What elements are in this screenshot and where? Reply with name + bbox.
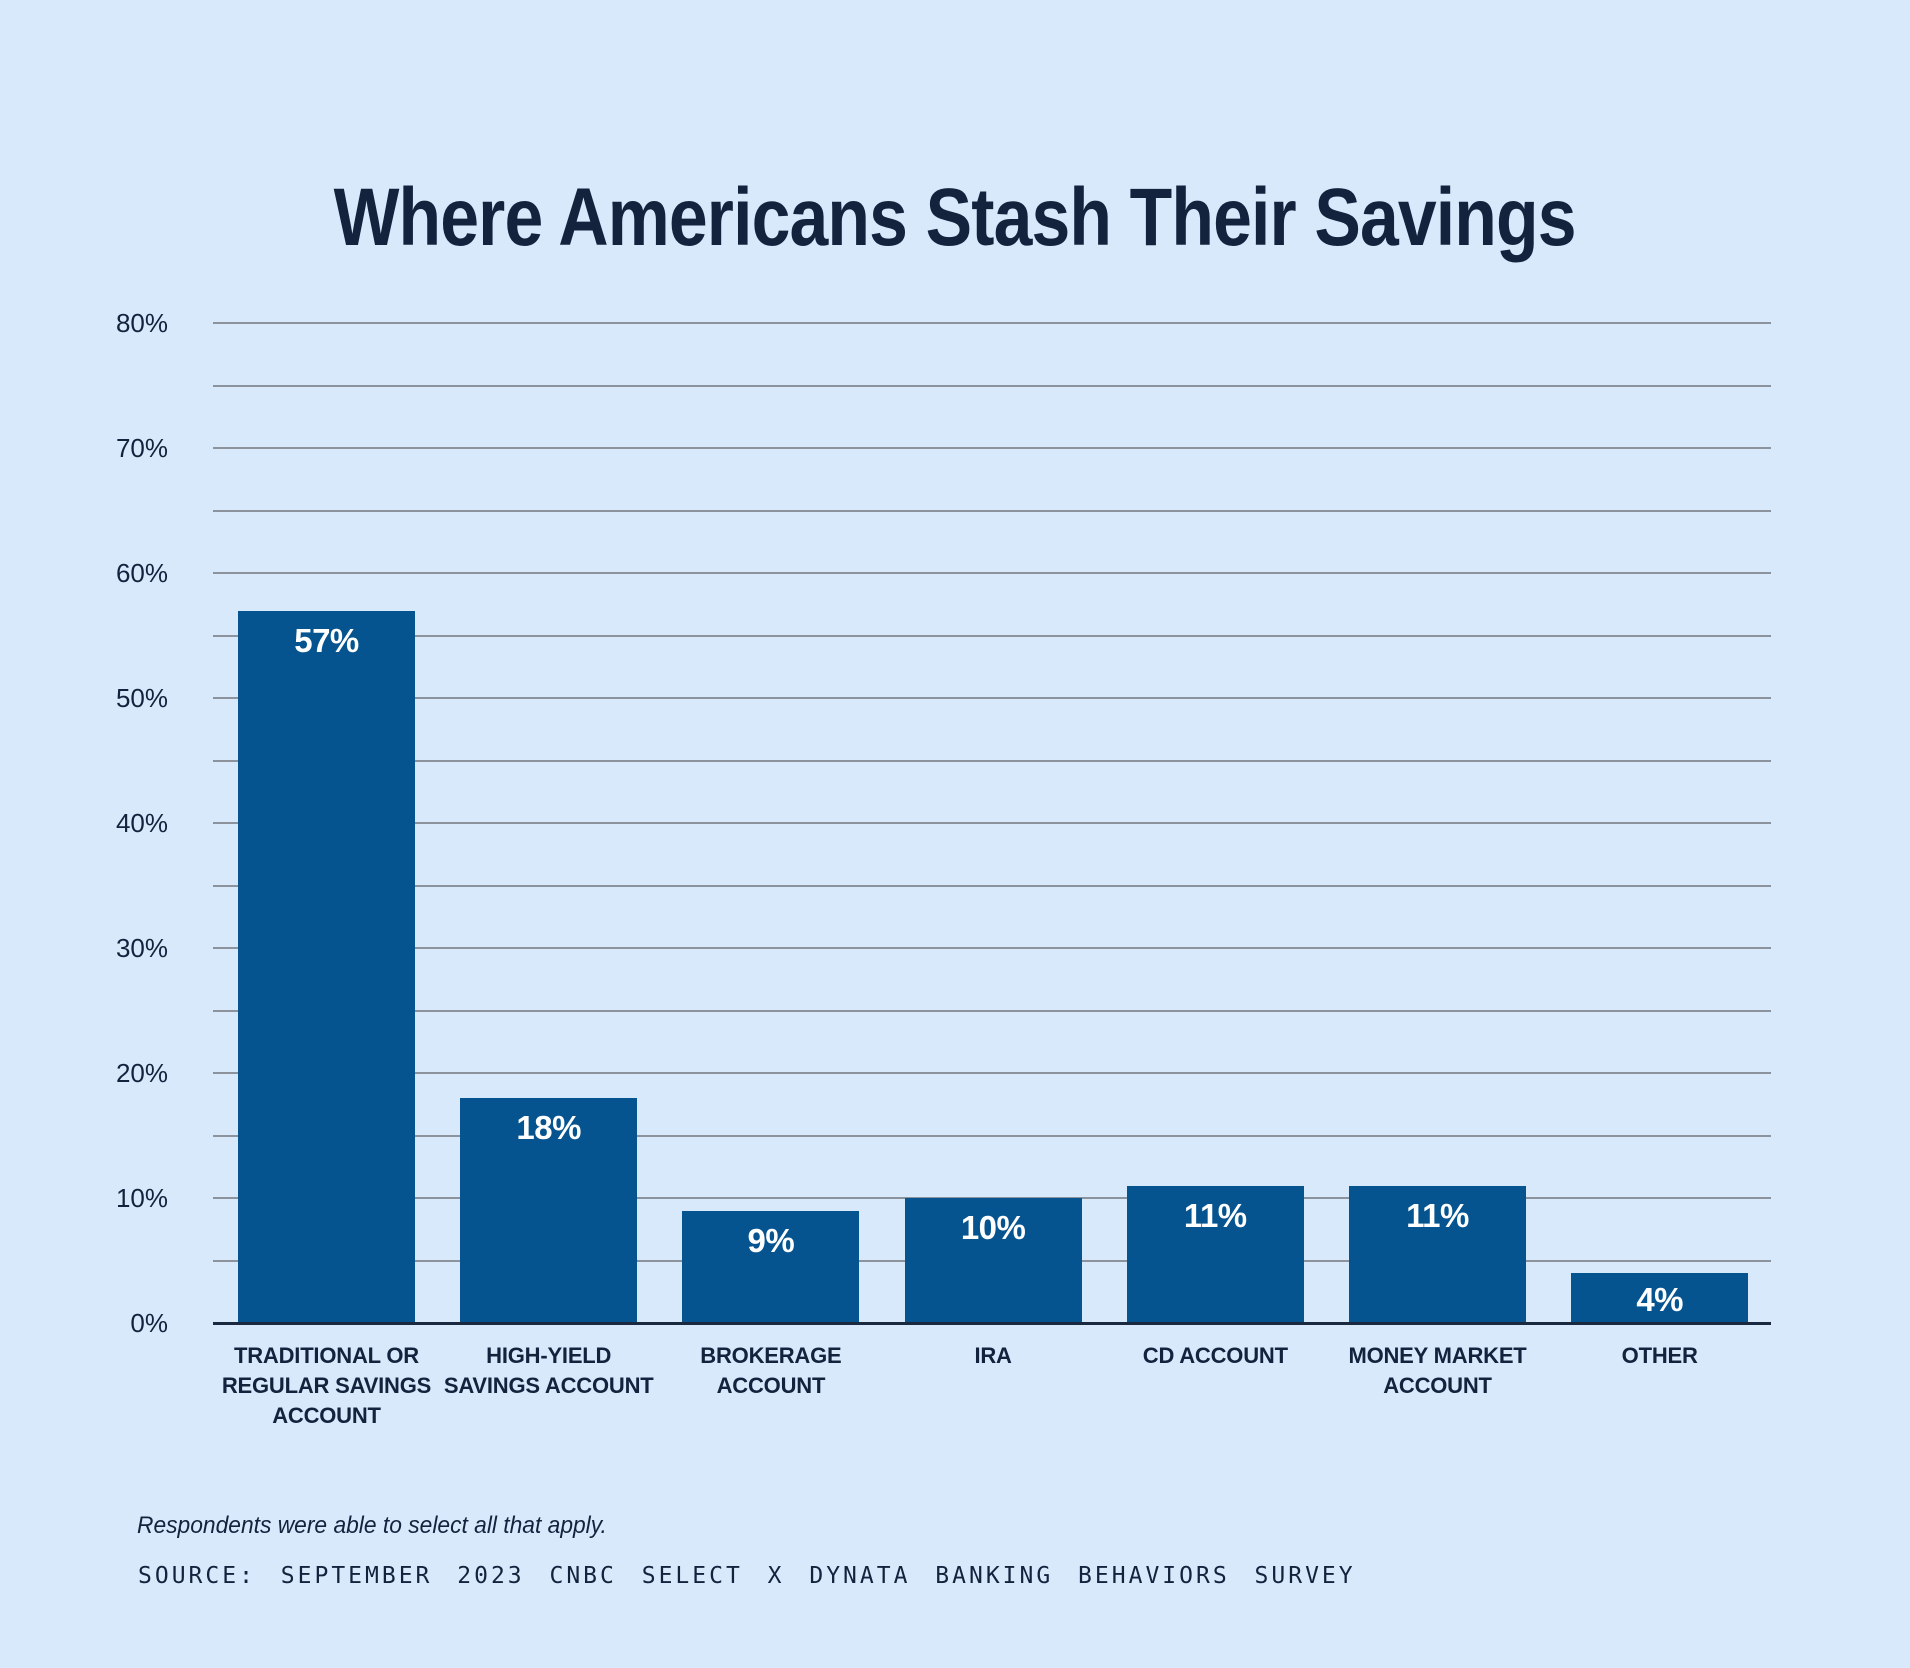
gridline-40pct xyxy=(213,822,1771,824)
y-tick-label-40pct: 40% xyxy=(115,808,168,838)
bar-value-label-7: 4% xyxy=(1636,1281,1684,1318)
category-label-2: HIGH-YIELD SAVINGS ACCOUNT xyxy=(443,1343,654,1398)
y-tick-label-80pct: 80% xyxy=(115,308,168,338)
gridline-35pct xyxy=(213,884,1771,887)
category-label-7: OTHER xyxy=(1621,1343,1698,1368)
bar-1: 57% xyxy=(238,610,415,1323)
bar-value-label-2: 18% xyxy=(516,1109,581,1146)
x-axis-category-labels: TRADITIONAL OR REGULAR SAVINGS ACCOUNT HI… xyxy=(213,1341,1771,1461)
bar-value-label-4: 10% xyxy=(960,1209,1026,1246)
source-attribution: SOURCE: SEPTEMBER 2023 CNBC SELECT X DYN… xyxy=(138,1563,1356,1589)
y-axis: 80% 70% 60% 50% 40% 30% 20% 10% 0% xyxy=(60,308,168,1338)
footnote-text: Respondents were able to select all that… xyxy=(137,1512,607,1539)
bar-7: 4% xyxy=(1571,1273,1749,1323)
gridline-55pct xyxy=(213,634,1771,637)
gridline-30pct xyxy=(213,947,1771,949)
bar-2: 18% xyxy=(460,1098,638,1323)
bar-3: 9% xyxy=(682,1210,860,1323)
chart-title: Where Americans Stash Their Savings xyxy=(0,171,1910,263)
footnote: Respondents were able to select all that… xyxy=(137,1512,632,1540)
gridline-75pct xyxy=(213,384,1771,387)
gridline-70pct xyxy=(213,447,1771,449)
y-tick-label-0pct: 0% xyxy=(130,1308,168,1338)
bar-value-label-1: 57% xyxy=(294,621,359,659)
bar-5: 11% xyxy=(1126,1185,1304,1323)
gridline-45pct xyxy=(213,759,1771,762)
bar-6: 11% xyxy=(1349,1185,1526,1323)
gridline-50pct xyxy=(213,697,1771,699)
y-tick-label-50pct: 50% xyxy=(115,683,168,713)
bar-4: 10% xyxy=(904,1198,1082,1323)
category-label-4: IRA xyxy=(974,1343,1012,1368)
gridline-80pct xyxy=(213,322,1771,324)
category-label-5: CD ACCOUNT xyxy=(1142,1343,1288,1368)
bar-value-label-5: 11% xyxy=(1183,1196,1247,1234)
category-label-6: MONEY MARKET ACCOUNT xyxy=(1348,1343,1527,1398)
category-label-3: BROKERAGE ACCOUNT xyxy=(700,1343,842,1398)
gridline-20pct xyxy=(213,1072,1771,1074)
y-tick-label-30pct: 30% xyxy=(115,933,168,963)
bar-value-label-3: 9% xyxy=(747,1221,795,1259)
category-label-1: TRADITIONAL OR REGULAR SAVINGS ACCOUNT xyxy=(221,1343,432,1428)
gridline-65pct xyxy=(213,509,1771,512)
x-axis-baseline xyxy=(213,1322,1771,1325)
plot-area: 57% 18% 9% 10% 11% 11% 4% xyxy=(213,322,1771,1325)
gridline-15pct xyxy=(213,1134,1771,1137)
y-tick-label-60pct: 60% xyxy=(115,558,168,588)
gridline-60pct xyxy=(213,572,1771,574)
y-tick-label-70pct: 70% xyxy=(115,433,168,463)
y-tick-label-10pct: 10% xyxy=(115,1183,168,1213)
gridline-25pct xyxy=(213,1009,1771,1012)
chart-title-text: Where Americans Stash Their Savings xyxy=(333,171,1577,263)
bar-value-label-6: 11% xyxy=(1406,1196,1469,1234)
y-tick-label-20pct: 20% xyxy=(115,1058,168,1088)
